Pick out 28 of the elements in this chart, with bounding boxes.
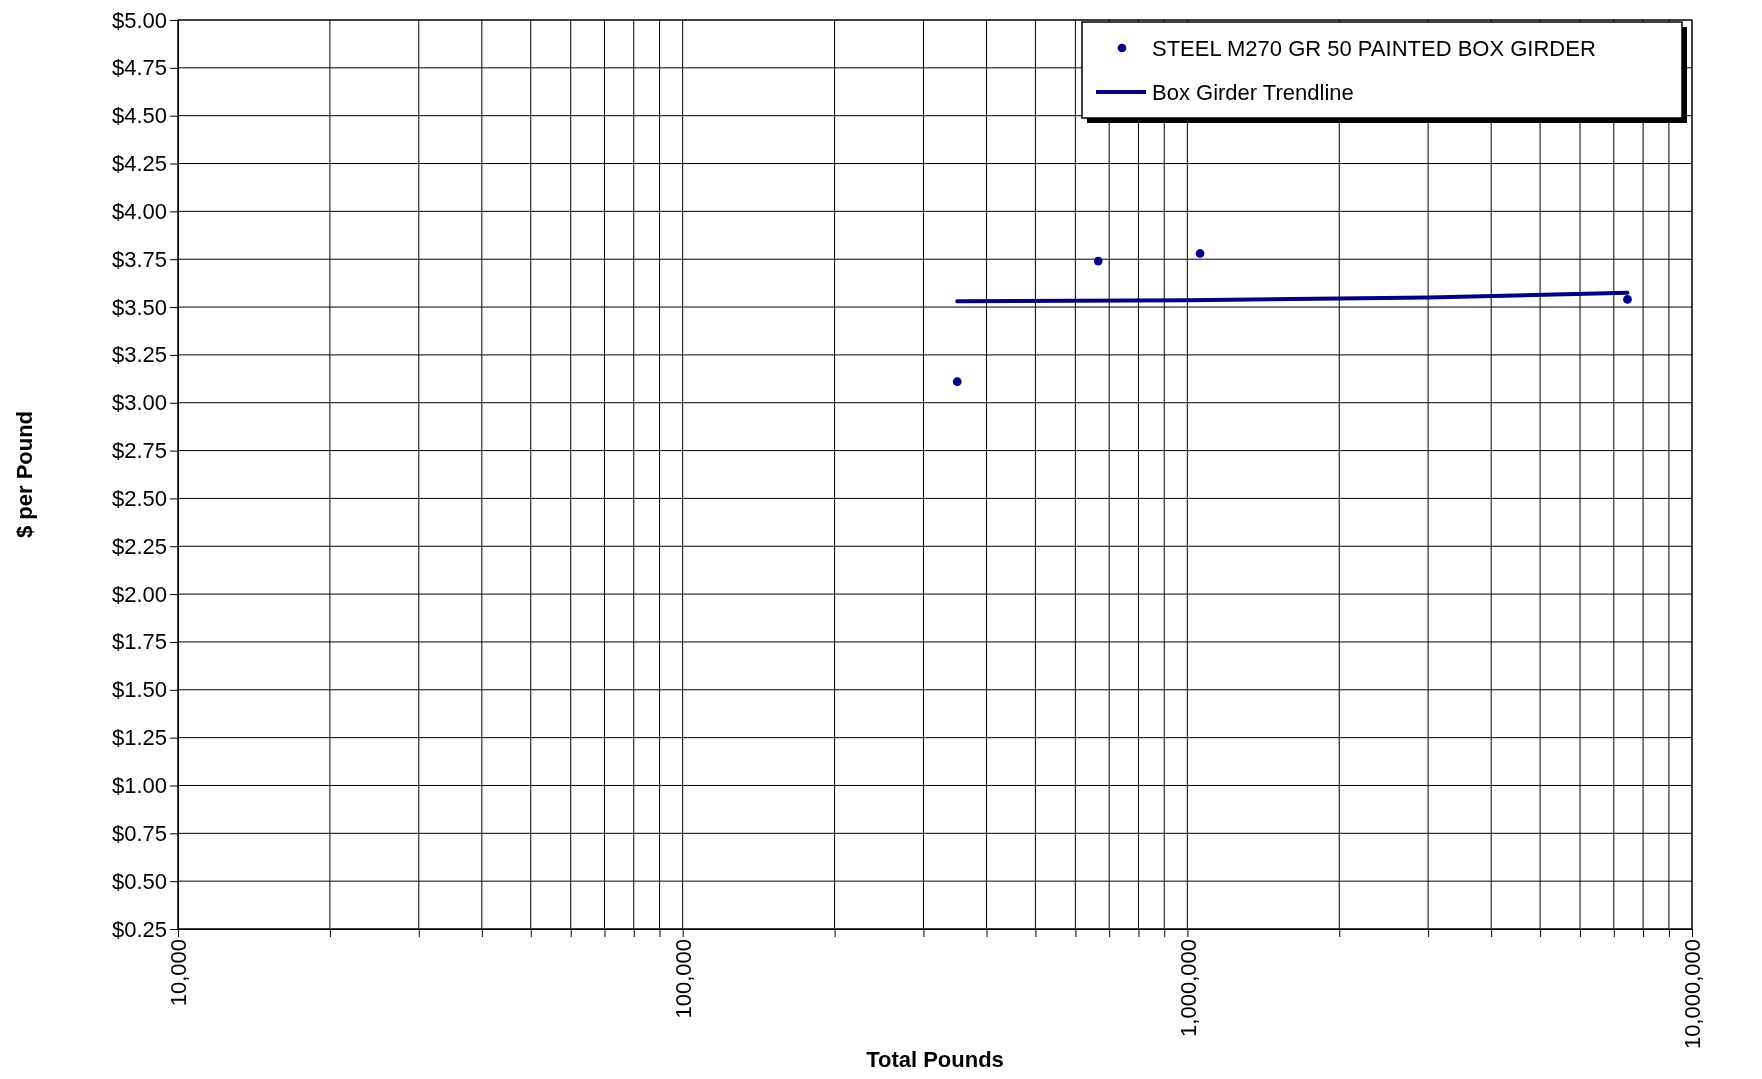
- y-tick-label: $3.25: [111, 342, 167, 368]
- y-tick-label: $2.50: [111, 485, 167, 511]
- y-tick-label: $4.50: [111, 103, 167, 129]
- x-tick-label: 10,000: [166, 939, 192, 1007]
- y-tick-label: $4.25: [111, 151, 167, 177]
- x-tick-label: 10,000,000: [1680, 939, 1706, 1050]
- y-tick-label: $2.25: [111, 533, 167, 559]
- y-tick-label: $4.00: [111, 198, 167, 224]
- y-tick-label: $1.25: [111, 725, 167, 751]
- y-tick-label: $1.50: [111, 677, 167, 703]
- x-tick-label: 100,000: [670, 939, 696, 1019]
- y-tick-label: $0.50: [111, 868, 167, 894]
- y-tick-label: $1.00: [111, 773, 167, 799]
- y-tick-label: $3.50: [111, 294, 167, 320]
- y-tick-label: $3.75: [111, 246, 167, 272]
- y-tick-label: $2.75: [111, 438, 167, 464]
- y-tick-label: $3.00: [111, 390, 167, 416]
- y-tick-label: $0.75: [111, 820, 167, 846]
- x-tick-label: 1,000,000: [1175, 939, 1201, 1037]
- legend-label: Box Girder Trendline: [1152, 79, 1354, 105]
- y-axis-title: $ per Pound: [12, 410, 37, 539]
- y-tick-label: $1.75: [111, 629, 167, 655]
- y-tick-label: $0.25: [111, 916, 167, 942]
- y-tick-label: $2.00: [111, 581, 167, 607]
- x-axis-title: Total Pounds: [866, 1047, 1004, 1072]
- y-tick-label: $4.75: [111, 55, 167, 81]
- legend-label: STEEL M270 GR 50 PAINTED BOX GIRDER: [1152, 35, 1596, 61]
- y-tick-label: $5.00: [111, 7, 167, 33]
